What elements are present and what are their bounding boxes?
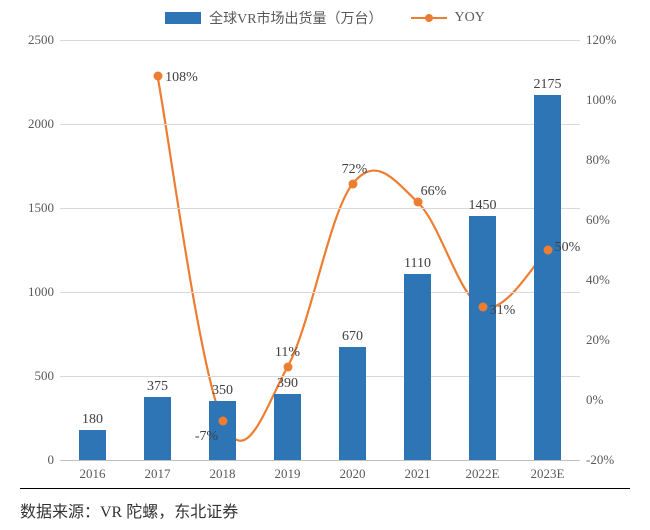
line-marker: [218, 417, 227, 426]
x-tick: 2020: [340, 460, 366, 482]
x-tick: 2021: [405, 460, 431, 482]
plot-area: 05001000150020002500-20%0%20%40%60%80%10…: [60, 40, 580, 460]
line-marker: [348, 180, 357, 189]
y-left-tick: 500: [35, 368, 61, 384]
legend: 全球VR市场出货量（万台） YOY: [0, 8, 650, 28]
y-left-tick: 2500: [28, 32, 60, 48]
gridline: [60, 124, 580, 125]
bar: [79, 430, 106, 460]
line-value-label: 72%: [342, 162, 368, 178]
line-value-label: 11%: [275, 345, 300, 361]
line-marker: [478, 303, 487, 312]
line-value-label: 66%: [421, 184, 447, 200]
legend-item-line: YOY: [411, 10, 485, 26]
y-right-tick: -20%: [580, 452, 614, 468]
bar: [404, 274, 431, 460]
gridline: [60, 376, 580, 377]
bar-value-label: 1110: [404, 256, 431, 272]
y-right-tick: 120%: [580, 32, 616, 48]
x-tick: 2022E: [466, 460, 500, 482]
gridline: [60, 208, 580, 209]
bar-value-label: 375: [147, 379, 168, 395]
gridline: [60, 460, 580, 461]
bar-value-label: 1450: [469, 198, 497, 214]
bar-value-label: 350: [212, 383, 233, 399]
bar-value-label: 2175: [534, 77, 562, 93]
x-tick: 2019: [275, 460, 301, 482]
bar: [274, 394, 301, 460]
gridline: [60, 292, 580, 293]
source-text: 数据来源：VR 陀螺，东北证券: [20, 498, 238, 522]
y-left-tick: 1500: [28, 200, 60, 216]
line-marker: [153, 72, 162, 81]
x-tick: 2018: [210, 460, 236, 482]
bar: [339, 347, 366, 460]
line-marker: [283, 363, 292, 372]
x-tick: 2017: [145, 460, 171, 482]
bar: [534, 95, 561, 460]
legend-label-line: YOY: [455, 10, 485, 26]
legend-swatch-bar: [165, 12, 201, 24]
x-tick: 2023E: [531, 460, 565, 482]
y-right-tick: 60%: [580, 212, 610, 228]
bar-value-label: 670: [342, 329, 363, 345]
y-left-tick: 2000: [28, 116, 60, 132]
gridline: [60, 40, 580, 41]
line-value-label: 31%: [490, 303, 516, 319]
y-right-tick: 80%: [580, 152, 610, 168]
bar-value-label: 180: [82, 412, 103, 428]
legend-swatch-line: [411, 17, 447, 19]
chart-container: 全球VR市场出货量（万台） YOY 05001000150020002500-2…: [0, 0, 650, 530]
y-right-tick: 100%: [580, 92, 616, 108]
divider: [20, 488, 630, 489]
legend-item-bar: 全球VR市场出货量（万台）: [165, 8, 382, 28]
bar: [469, 216, 496, 460]
line-value-label: -7%: [195, 429, 218, 445]
y-right-tick: 20%: [580, 332, 610, 348]
line-value-label: 50%: [555, 240, 581, 256]
y-left-tick: 0: [48, 452, 61, 468]
y-right-tick: 40%: [580, 272, 610, 288]
bar: [144, 397, 171, 460]
y-left-tick: 1000: [28, 284, 60, 300]
legend-label-bar: 全球VR市场出货量（万台）: [209, 8, 382, 28]
line-layer: [60, 40, 580, 460]
line-marker: [543, 246, 552, 255]
bar-value-label: 390: [277, 376, 298, 392]
line-value-label: 108%: [165, 70, 198, 86]
x-tick: 2016: [80, 460, 106, 482]
y-right-tick: 0%: [580, 392, 603, 408]
